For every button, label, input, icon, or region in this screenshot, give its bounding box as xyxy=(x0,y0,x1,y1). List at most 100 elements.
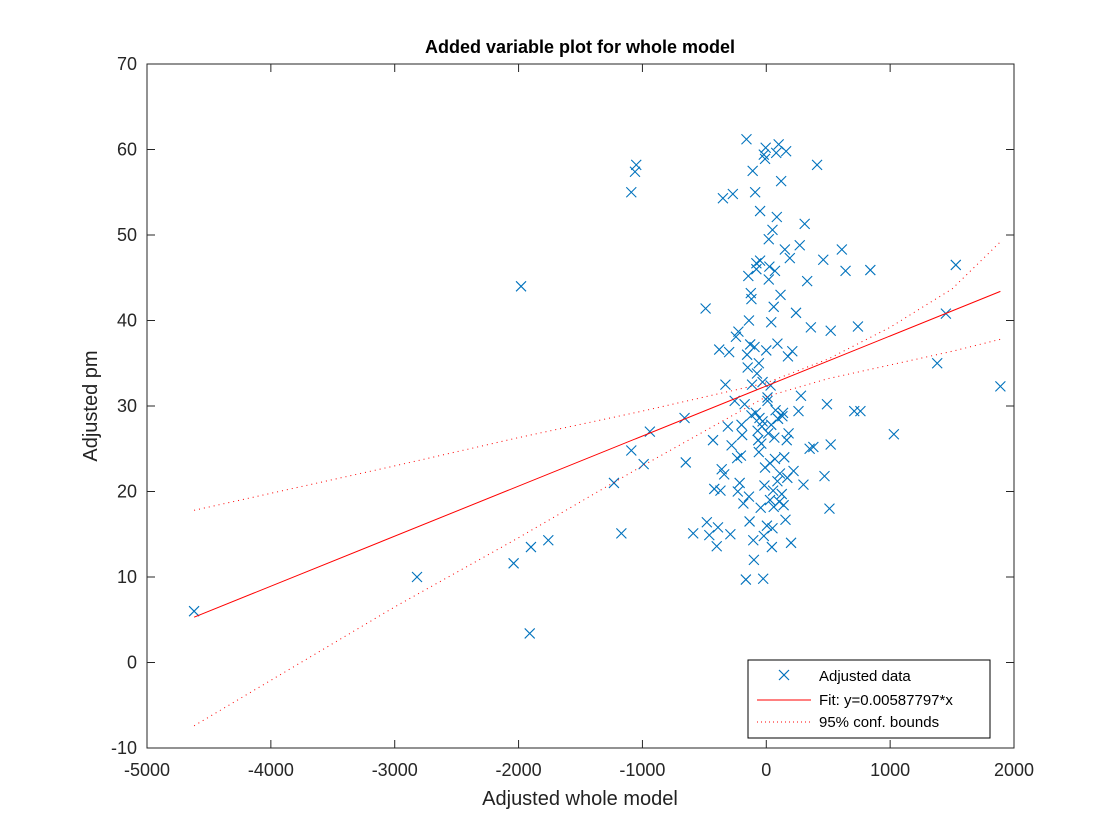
data-point xyxy=(749,341,760,353)
data-point xyxy=(780,145,792,157)
y-tick-label: 60 xyxy=(117,140,137,160)
data-point xyxy=(994,380,1006,392)
legend-box xyxy=(747,659,991,739)
data-point xyxy=(736,429,748,441)
data-point xyxy=(776,488,788,500)
data-point xyxy=(727,188,739,200)
data-point xyxy=(836,244,848,255)
data-point xyxy=(765,316,777,328)
x-tick-label: -5000 xyxy=(124,760,170,780)
data-point xyxy=(779,244,791,255)
data-point xyxy=(713,344,725,355)
data-point xyxy=(753,446,765,458)
data-point xyxy=(747,534,759,546)
y-tick-label: 20 xyxy=(117,482,137,502)
data-point xyxy=(766,541,778,553)
data-point xyxy=(707,434,719,446)
confidence-bound-line xyxy=(193,338,1001,727)
data-point xyxy=(508,557,520,569)
data-point xyxy=(765,380,777,391)
data-point xyxy=(855,405,866,417)
data-point xyxy=(772,475,783,487)
data-point xyxy=(717,192,729,204)
data-point xyxy=(525,541,537,553)
data-point xyxy=(825,325,837,337)
data-point xyxy=(743,491,755,503)
data-point xyxy=(757,573,769,585)
data-point xyxy=(722,421,734,432)
data-point xyxy=(743,315,755,326)
data-point xyxy=(772,338,783,349)
data-point xyxy=(737,498,749,509)
x-axis-label: Adjusted whole model xyxy=(482,788,678,810)
data-point xyxy=(764,494,776,506)
y-tick-label: 0 xyxy=(127,653,137,673)
data-point xyxy=(746,379,758,391)
data-point xyxy=(950,259,962,271)
data-point xyxy=(759,462,771,473)
data-point xyxy=(825,439,837,450)
data-point xyxy=(761,520,773,532)
data-point xyxy=(788,465,799,477)
x-tick-label: 1000 xyxy=(870,760,910,780)
data-point xyxy=(768,432,780,444)
data-point xyxy=(762,395,773,407)
data-point xyxy=(708,483,720,495)
y-axis-ticks: -10 0 10 20 30 40 50 60 70 xyxy=(111,54,1014,758)
data-point xyxy=(763,261,775,273)
data-point xyxy=(739,398,750,410)
y-tick-label: 30 xyxy=(117,396,137,416)
data-point xyxy=(760,345,772,356)
data-point xyxy=(679,412,690,424)
data-point xyxy=(821,398,833,410)
data-point xyxy=(840,265,851,277)
data-point xyxy=(781,434,793,446)
x-axis-ticks: -5000 -4000 -3000 -2000 -1000 0 1000 2000 xyxy=(124,64,1034,780)
y-tick-label: 50 xyxy=(117,225,137,245)
legend-label-fit: Fit: y=0.00587797*x xyxy=(819,692,953,709)
data-point xyxy=(701,516,713,528)
data-point xyxy=(765,419,777,431)
data-point xyxy=(730,331,742,343)
data-point xyxy=(777,407,789,419)
data-point xyxy=(811,159,823,171)
data-point xyxy=(411,571,423,583)
y-tick-label: 40 xyxy=(117,311,137,331)
data-point xyxy=(625,186,637,198)
data-point xyxy=(767,224,778,236)
data-point xyxy=(735,450,747,461)
data-point xyxy=(762,427,774,439)
data-point xyxy=(750,407,762,419)
data-point xyxy=(775,175,787,187)
data-point xyxy=(754,205,766,217)
data-point xyxy=(795,390,807,402)
data-point xyxy=(785,537,797,549)
data-point xyxy=(782,351,794,362)
data-point xyxy=(757,376,768,388)
data-point xyxy=(774,468,786,479)
data-point xyxy=(864,264,876,276)
data-point xyxy=(716,463,728,475)
data-point xyxy=(768,501,780,513)
data-point xyxy=(733,326,744,338)
data-point xyxy=(770,147,782,159)
y-tick-label: 10 xyxy=(117,567,137,587)
data-point xyxy=(741,133,752,145)
data-point xyxy=(784,252,796,264)
data-point xyxy=(754,255,766,267)
data-point xyxy=(819,470,830,482)
fit-line xyxy=(193,290,1001,618)
data-point xyxy=(771,211,783,223)
data-point xyxy=(687,528,699,539)
legend: Adjusted data Fit: y=0.00587797*x 95% co… xyxy=(747,659,991,739)
data-point xyxy=(757,416,768,427)
x-tick-label: -1000 xyxy=(619,760,665,780)
data-point xyxy=(767,485,779,497)
data-point xyxy=(749,186,761,198)
data-point xyxy=(775,289,786,301)
data-point xyxy=(805,321,817,333)
data-point xyxy=(776,410,788,422)
data-point xyxy=(768,301,780,313)
axes-background xyxy=(147,64,1014,748)
data-point xyxy=(746,293,757,305)
